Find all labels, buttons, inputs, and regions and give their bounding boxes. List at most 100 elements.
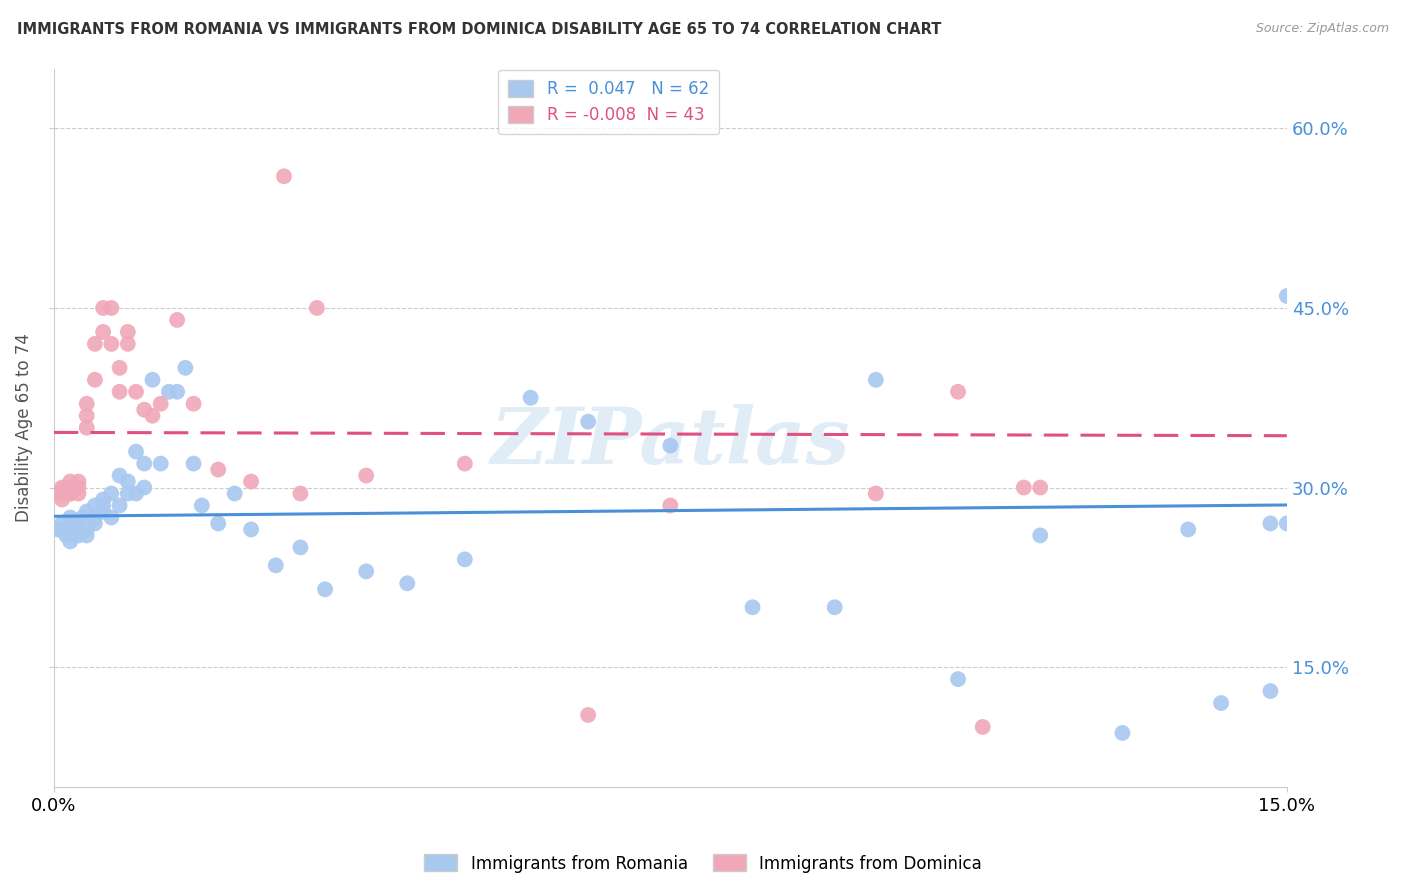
Point [824, 600, 846, 615]
Point [134, 481, 156, 495]
Point [1260, 684, 1282, 698]
Point [67, 528, 90, 542]
Point [108, 499, 131, 513]
Point [314, 582, 336, 597]
Point [659, 439, 682, 453]
Point [191, 499, 214, 513]
Point [576, 708, 599, 723]
Point [519, 391, 541, 405]
Point [1260, 516, 1282, 531]
Point [67, 486, 90, 500]
Point [76, 504, 98, 518]
Point [76, 528, 98, 542]
Point [240, 523, 263, 537]
Point [1029, 481, 1052, 495]
Text: IMMIGRANTS FROM ROMANIA VS IMMIGRANTS FROM DOMINICA DISABILITY AGE 65 TO 74 CORR: IMMIGRANTS FROM ROMANIA VS IMMIGRANTS FR… [17, 22, 941, 37]
Point [946, 384, 969, 399]
Point [67, 475, 90, 489]
Point [59, 475, 82, 489]
Point [741, 600, 763, 615]
Point [1012, 481, 1035, 495]
Point [174, 360, 197, 375]
Point [117, 475, 139, 489]
Point [117, 337, 139, 351]
Point [108, 468, 131, 483]
Point [166, 313, 188, 327]
Point [354, 565, 377, 579]
Point [183, 397, 205, 411]
Point [76, 420, 98, 434]
Point [946, 672, 969, 686]
Point [100, 301, 122, 315]
Point [100, 486, 122, 500]
Point [141, 373, 163, 387]
Point [59, 523, 82, 537]
Point [273, 169, 295, 184]
Point [91, 301, 114, 315]
Point [76, 523, 98, 537]
Point [84, 373, 107, 387]
Point [454, 552, 477, 566]
Point [84, 516, 107, 531]
Point [1275, 289, 1298, 303]
Point [55, 528, 77, 542]
Point [1209, 696, 1232, 710]
Point [67, 523, 90, 537]
Point [63, 516, 86, 531]
Point [149, 457, 172, 471]
Point [290, 486, 312, 500]
Point [59, 534, 82, 549]
Point [972, 720, 994, 734]
Point [141, 409, 163, 423]
Point [207, 462, 229, 476]
Point [76, 397, 98, 411]
Point [454, 457, 477, 471]
Point [100, 510, 122, 524]
Point [84, 499, 107, 513]
Point [157, 384, 180, 399]
Point [51, 523, 73, 537]
Point [166, 384, 188, 399]
Legend: Immigrants from Romania, Immigrants from Dominica: Immigrants from Romania, Immigrants from… [418, 847, 988, 880]
Point [51, 516, 73, 531]
Point [125, 486, 148, 500]
Point [134, 457, 156, 471]
Point [240, 475, 263, 489]
Point [224, 486, 246, 500]
Point [1111, 726, 1133, 740]
Point [67, 516, 90, 531]
Point [51, 481, 73, 495]
Point [91, 504, 114, 518]
Point [108, 384, 131, 399]
Point [46, 486, 69, 500]
Point [354, 468, 377, 483]
Point [55, 481, 77, 495]
Point [125, 444, 148, 458]
Point [290, 541, 312, 555]
Y-axis label: Disability Age 65 to 74: Disability Age 65 to 74 [15, 334, 32, 522]
Point [100, 337, 122, 351]
Point [91, 325, 114, 339]
Point [396, 576, 419, 591]
Point [264, 558, 287, 573]
Point [659, 499, 682, 513]
Point [59, 486, 82, 500]
Point [59, 510, 82, 524]
Point [91, 499, 114, 513]
Point [134, 402, 156, 417]
Point [91, 492, 114, 507]
Text: ZIPatlas: ZIPatlas [491, 404, 851, 480]
Point [84, 510, 107, 524]
Point [72, 510, 94, 524]
Point [207, 516, 229, 531]
Point [183, 457, 205, 471]
Point [108, 360, 131, 375]
Point [305, 301, 328, 315]
Point [59, 486, 82, 500]
Point [1029, 528, 1052, 542]
Point [67, 481, 90, 495]
Point [149, 397, 172, 411]
Legend: R =  0.047   N = 62, R = -0.008  N = 43: R = 0.047 N = 62, R = -0.008 N = 43 [498, 70, 718, 135]
Point [51, 492, 73, 507]
Point [46, 523, 69, 537]
